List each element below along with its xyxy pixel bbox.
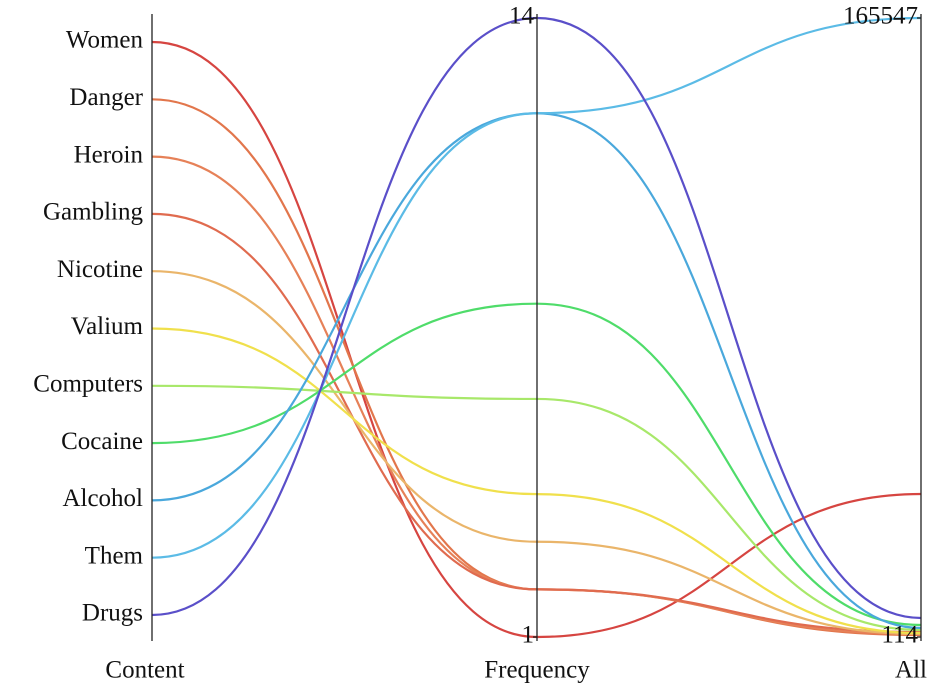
curve <box>151 155 922 636</box>
curve <box>151 212 922 634</box>
curve <box>151 270 922 636</box>
axis-label: Frequency <box>484 657 590 684</box>
category-label: Gambling <box>43 199 143 226</box>
category-label: Drugs <box>82 600 143 627</box>
axes: Women Danger Heroin Gambling Nicotine Valium C… <box>33 3 927 684</box>
axis-label: All <box>895 657 927 684</box>
tick-label: 165547 <box>843 3 918 30</box>
axis-label: Content <box>105 657 184 684</box>
category-label: Heroin <box>74 141 144 168</box>
curve <box>151 40 922 639</box>
category-label: Cocaine <box>61 428 143 455</box>
tick-label: 14 <box>509 3 535 30</box>
category-label: Alcohol <box>62 485 143 512</box>
tick-label: 1 <box>522 622 535 649</box>
tick-label: 114 <box>881 622 918 649</box>
category-label: Women <box>66 27 144 54</box>
category-label: Them <box>85 542 144 569</box>
category-label: Valium <box>71 313 144 340</box>
curve <box>151 16 922 559</box>
category-label: Nicotine <box>57 256 143 283</box>
category-label: Computers <box>33 371 143 398</box>
curve <box>151 302 922 627</box>
category-label: Danger <box>69 84 143 111</box>
curve <box>151 384 922 632</box>
